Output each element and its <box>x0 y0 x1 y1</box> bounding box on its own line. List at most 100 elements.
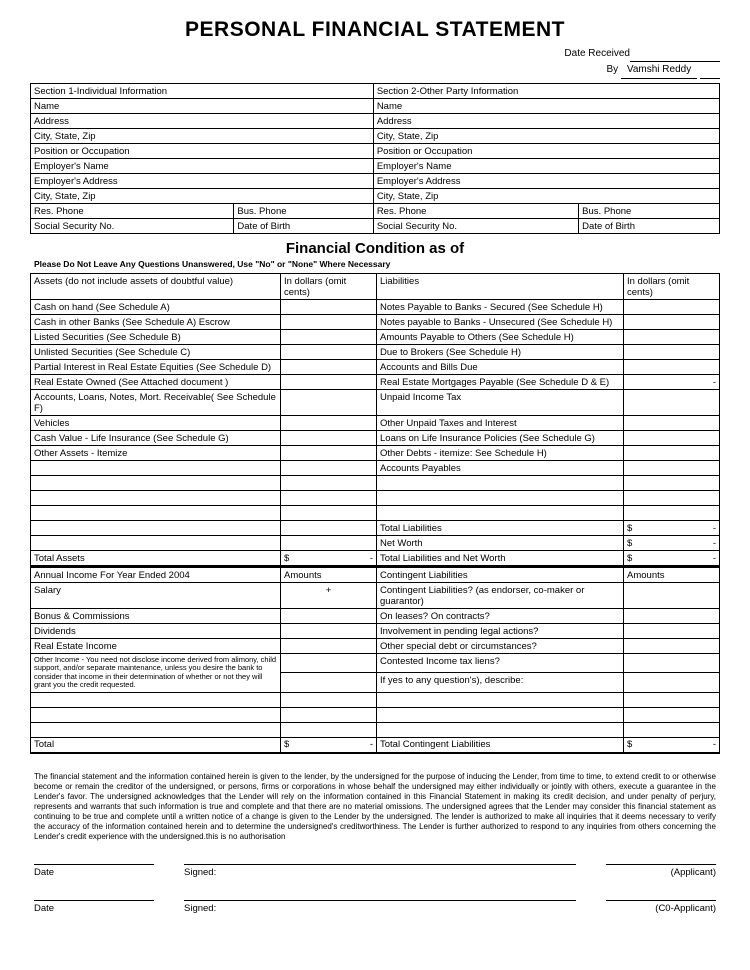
liability-amount-5[interactable]: - <box>624 375 720 390</box>
liability-amount-3[interactable] <box>624 345 720 360</box>
asset-item-12 <box>31 491 281 506</box>
currency-symbol: $ <box>627 538 632 549</box>
contingent-item-3: Other special debt or circumstances? <box>377 639 624 654</box>
liability-amount-1[interactable] <box>624 315 720 330</box>
asset-amount-5[interactable] <box>281 375 377 390</box>
info-left-0: Name <box>31 99 374 114</box>
asset-amount-2[interactable] <box>281 330 377 345</box>
liability-amount-9[interactable] <box>624 446 720 461</box>
dob-left: Date of Birth <box>234 219 373 234</box>
assets-header: Assets (do not include assets of doubtfu… <box>31 274 281 300</box>
total-liabilities-label: Total Liabilities <box>377 521 624 536</box>
income-header: Annual Income For Year Ended 2004 <box>31 568 281 583</box>
asset-item-9: Other Assets - Itemize <box>31 446 281 461</box>
liability-amount-12[interactable] <box>624 491 720 506</box>
income-amount-5[interactable] <box>281 673 377 692</box>
info-left-4: Employer's Name <box>31 159 374 174</box>
asset-item-5: Real Estate Owned (See Attached document… <box>31 375 281 390</box>
res-phone-right: Res. Phone <box>373 204 578 219</box>
income-item-2: Dividends <box>31 624 281 639</box>
liability-item-4: Accounts and Bills Due <box>377 360 624 375</box>
currency-symbol: $ <box>627 523 632 534</box>
contingent-amount-4[interactable] <box>624 654 720 673</box>
signature-row-2: Date Signed: (C0-Applicant) <box>34 900 716 914</box>
asset-item-13 <box>31 506 281 521</box>
contingent-amount-5[interactable] <box>624 673 720 692</box>
income-total-label: Total <box>31 737 281 753</box>
date-received-label: Date Received <box>564 48 630 59</box>
income-amount-4[interactable] <box>281 654 377 673</box>
financial-condition-title: Financial Condition as of <box>30 240 720 257</box>
contingent-item-4: Contested Income tax liens? <box>377 654 624 673</box>
asset-amount-7[interactable] <box>281 416 377 431</box>
asset-amount-8[interactable] <box>281 431 377 446</box>
info-right-5: Employer's Address <box>373 174 719 189</box>
income-amount-header: Amounts <box>281 568 377 583</box>
asset-amount-13[interactable] <box>281 506 377 521</box>
asset-amount-0[interactable] <box>281 300 377 315</box>
liability-amount-13[interactable] <box>624 506 720 521</box>
contingent-amount-0[interactable] <box>624 583 720 609</box>
asset-item-0: Cash on hand (See Schedule A) <box>31 300 281 315</box>
liability-amount-8[interactable] <box>624 431 720 446</box>
liability-amount-7[interactable] <box>624 416 720 431</box>
sig-signed-1: Signed: <box>184 864 576 878</box>
asset-amount-3[interactable] <box>281 345 377 360</box>
currency-symbol: $ <box>284 739 289 750</box>
asset-item-6: Accounts, Loans, Notes, Mort. Receivable… <box>31 390 281 416</box>
info-left-5: Employer's Address <box>31 174 374 189</box>
asset-amount-6[interactable] <box>281 390 377 416</box>
asset-amount-11[interactable] <box>281 476 377 491</box>
net-worth-label: Net Worth <box>377 536 624 551</box>
asset-item-1: Cash in other Banks (See Schedule A) Esc… <box>31 315 281 330</box>
dash-value: - <box>713 523 716 534</box>
sig-date-1: Date <box>34 864 154 878</box>
income-amount-2[interactable] <box>281 624 377 639</box>
liability-amount-4[interactable] <box>624 360 720 375</box>
sig-signed-2: Signed: <box>184 900 576 914</box>
liability-item-10: Accounts Payables <box>377 461 624 476</box>
liabilities-header: Liabilities <box>377 274 624 300</box>
income-amount-3[interactable] <box>281 639 377 654</box>
sig-date-2: Date <box>34 900 154 914</box>
asset-amount-12[interactable] <box>281 491 377 506</box>
contingent-amount-3[interactable] <box>624 639 720 654</box>
liability-item-7: Other Unpaid Taxes and Interest <box>377 416 624 431</box>
asset-amount-4[interactable] <box>281 360 377 375</box>
liability-amount-6[interactable] <box>624 390 720 416</box>
liability-amount-2[interactable] <box>624 330 720 345</box>
currency-symbol: $ <box>627 739 632 750</box>
info-table: Section 1-Individual Information Section… <box>30 83 720 234</box>
liability-amount-11[interactable] <box>624 476 720 491</box>
income-amount-1[interactable] <box>281 609 377 624</box>
income-contingent-table: Annual Income For Year Ended 2004 Amount… <box>30 567 720 754</box>
sig-coapplicant: (C0-Applicant) <box>606 900 716 914</box>
asset-amount-9[interactable] <box>281 446 377 461</box>
contingent-item-5: If yes to any question's), describe: <box>377 673 624 692</box>
contingent-amount-2[interactable] <box>624 624 720 639</box>
info-right-0: Name <box>373 99 719 114</box>
contingent-amount-1[interactable] <box>624 609 720 624</box>
dash-value: - <box>370 739 373 750</box>
asset-item-8: Cash Value - Life Insurance (See Schedul… <box>31 431 281 446</box>
dash-value: - <box>713 538 716 549</box>
liability-amount-10[interactable] <box>624 461 720 476</box>
asset-amount-10[interactable] <box>281 461 377 476</box>
instruction-text: Please Do Not Leave Any Questions Unansw… <box>34 259 720 269</box>
legal-fineprint: The financial statement and the informat… <box>34 772 716 842</box>
asset-item-2: Listed Securities (See Schedule B) <box>31 330 281 345</box>
ssn-right: Social Security No. <box>373 219 578 234</box>
income-item-0: Salary <box>31 583 281 609</box>
bus-phone-right: Bus. Phone <box>579 204 720 219</box>
income-amount-0[interactable]: + <box>281 583 377 609</box>
assets-amount-header: In dollars (omit cents) <box>281 274 377 300</box>
info-right-4: Employer's Name <box>373 159 719 174</box>
liability-amount-0[interactable] <box>624 300 720 315</box>
contingent-header: Contingent Liabilities <box>377 568 624 583</box>
currency-symbol: $ <box>284 553 289 564</box>
bus-phone-left: Bus. Phone <box>234 204 373 219</box>
asset-amount-1[interactable] <box>281 315 377 330</box>
liability-item-11 <box>377 476 624 491</box>
contingent-amount-header: Amounts <box>624 568 720 583</box>
asset-item-3: Unlisted Securities (See Schedule C) <box>31 345 281 360</box>
